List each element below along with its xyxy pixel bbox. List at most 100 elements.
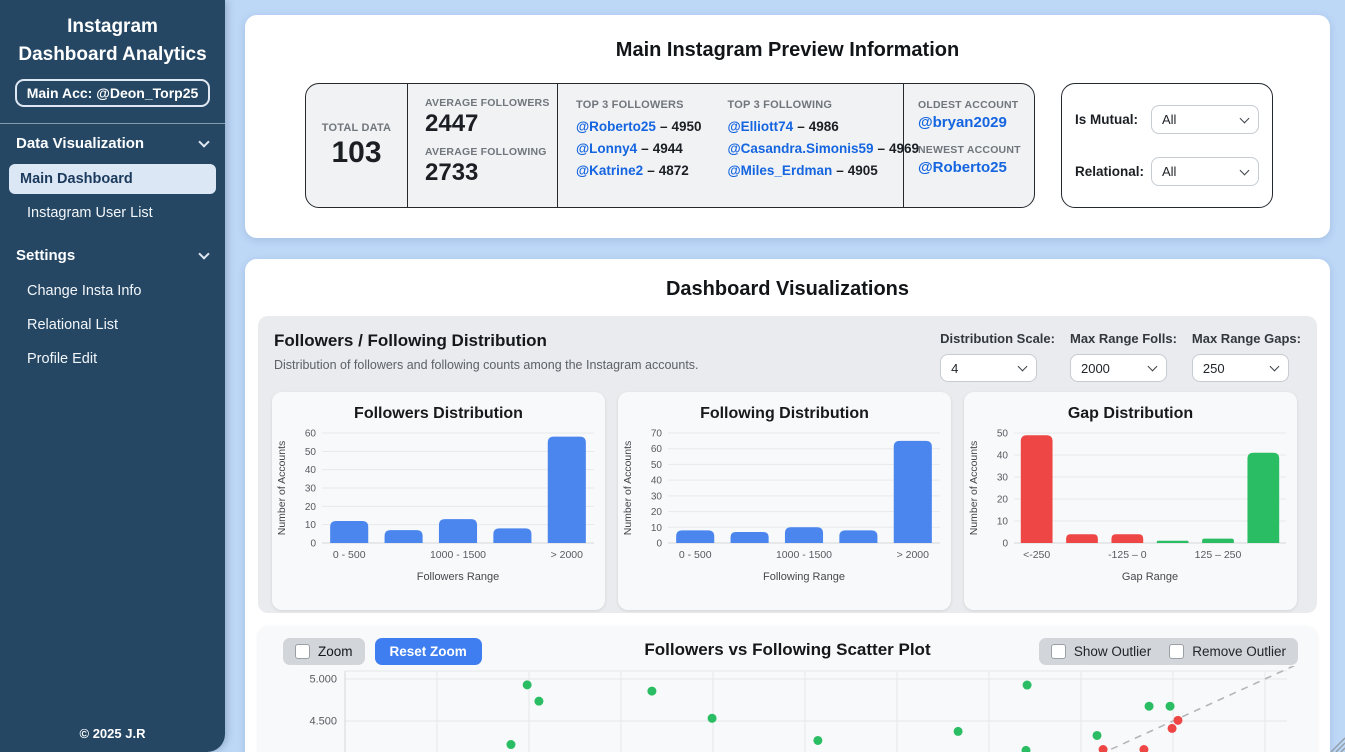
svg-text:30: 30 [997, 473, 1009, 484]
svg-text:0: 0 [656, 539, 662, 550]
stat-label: OLDEST ACCOUNT [918, 99, 1019, 111]
average-following-value: 2733 [425, 159, 479, 186]
username-link[interactable]: @Roberto25 [576, 119, 656, 134]
follower-count: 4950 [671, 119, 702, 134]
svg-text:40: 40 [305, 465, 317, 476]
list-item: @Lonny4–4944 [576, 141, 702, 156]
show-outlier-label: Show Outlier [1073, 644, 1152, 659]
remove-outlier-toggle[interactable]: Remove Outlier [1169, 644, 1286, 659]
svg-text:30: 30 [651, 491, 663, 502]
is-mutual-filter-row: Is Mutual: All [1075, 105, 1259, 134]
chevron-down-icon [198, 247, 210, 260]
newest-account-link[interactable]: @Roberto25 [918, 159, 1007, 176]
gap-bar-chart-canvas: 0 10 20 30 40 50 Number of Accounts <-250 -125 –… [968, 429, 1286, 583]
control-label: Distribution Scale: [940, 331, 1055, 346]
separator: – [836, 163, 844, 178]
averages-stat: AVERAGE FOLLOWERS 2447 AVERAGE FOLLOWING… [408, 84, 558, 207]
is-mutual-select[interactable]: All [1151, 105, 1259, 134]
main-account-badge: Main Acc: @Deon_Torp25 [14, 79, 211, 108]
relational-filter-row: Relational: All [1075, 157, 1259, 186]
distribution-header: Followers / Following Distribution Distr… [258, 316, 1317, 382]
top3-stat: TOP 3 FOLLOWERS @Roberto25–4950 @Lonny4–… [558, 84, 919, 207]
distribution-scale-select[interactable]: 4 [940, 354, 1038, 382]
svg-text:10: 10 [305, 520, 317, 531]
nav-section-settings[interactable]: Settings [0, 236, 225, 274]
sidebar-item-profile-edit[interactable]: Profile Edit [27, 351, 98, 368]
oldest-account-link[interactable]: @bryan2029 [918, 114, 1007, 131]
svg-text:0: 0 [310, 539, 316, 550]
svg-text:-125 – 0: -125 – 0 [1108, 549, 1147, 561]
resize-grip-icon[interactable] [1327, 734, 1345, 752]
control-label: Max Range Folls: [1069, 331, 1177, 346]
preview-title: Main Instagram Preview Information [615, 39, 960, 61]
reset-zoom-button[interactable]: Reset Zoom [374, 638, 482, 665]
list-item: @Katrine2–4872 [576, 163, 702, 178]
svg-text:Number of Accounts: Number of Accounts [622, 441, 634, 536]
remove-outlier-checkbox[interactable] [1169, 644, 1185, 659]
list-item: @Casandra.Simonis59–4969 [728, 141, 920, 156]
max-range-folls-select[interactable]: 2000 [1069, 354, 1167, 382]
followers-bar-chart-canvas: 0 10 20 30 40 50 60 Number of Accounts 0 - 500 10… [276, 429, 594, 583]
svg-text:0: 0 [1002, 539, 1008, 550]
top3-following-column: TOP 3 FOLLOWING @Elliott74–4986 @Casandr… [728, 99, 920, 207]
svg-text:1000 - 1500: 1000 - 1500 [430, 549, 486, 561]
filter-label: Is Mutual: [1075, 112, 1138, 127]
total-data-value: 103 [331, 135, 382, 169]
separator: – [877, 141, 885, 156]
following-distribution-chart: Following Distribution 0 10 20 30 40 50 60 70 Nu… [618, 392, 951, 610]
zoom-toggle[interactable]: Zoom [283, 638, 365, 665]
sidebar-item-change-insta-info[interactable]: Change Insta Info [27, 283, 142, 300]
svg-text:4.500: 4.500 [309, 716, 337, 728]
username-link[interactable]: @Lonny4 [576, 141, 638, 156]
svg-text:Number of Accounts: Number of Accounts [968, 441, 980, 536]
svg-text:> 2000: > 2000 [551, 549, 584, 561]
svg-text:20: 20 [997, 495, 1009, 506]
scatter-plot-canvas[interactable]: 5.000 4.500 [258, 666, 1317, 752]
username-link[interactable]: @Elliott74 [727, 119, 794, 134]
max-range-gaps-select[interactable]: 250 [1191, 354, 1289, 382]
stat-label: AVERAGE FOLLOWERS [425, 97, 550, 109]
svg-text:70: 70 [651, 429, 663, 440]
nav-section-label: Data Visualization [16, 135, 145, 153]
zoom-label: Zoom [318, 644, 353, 659]
separator: – [797, 119, 805, 134]
svg-text:0 - 500: 0 - 500 [679, 549, 712, 561]
chevron-down-icon [1239, 113, 1250, 123]
svg-text:10: 10 [651, 523, 663, 534]
distribution-heading: Followers / Following Distribution [274, 331, 547, 350]
username-link[interactable]: @Katrine2 [576, 163, 644, 178]
sidebar-item-main-dashboard[interactable]: Main Dashboard [9, 164, 216, 195]
stat-label: AVERAGE FOLLOWING [425, 146, 547, 158]
svg-text:50: 50 [305, 447, 317, 458]
gap-distribution-chart: Gap Distribution 0 10 20 30 40 50 Number of Ac… [964, 392, 1297, 610]
visualizations-title: Dashboard Visualizations [665, 278, 910, 300]
app-title-line2: Dashboard Analytics [18, 43, 207, 65]
filters-box: Is Mutual: All Relational: All [1061, 83, 1273, 208]
sidebar-item-relational-list[interactable]: Relational List [27, 317, 119, 334]
stat-label: TOP 3 FOLLOWING [727, 99, 833, 111]
svg-text:0 - 500: 0 - 500 [333, 549, 366, 561]
sidebar-item-instagram-user-list[interactable]: Instagram User List [27, 205, 153, 222]
svg-text:> 2000: > 2000 [897, 549, 930, 561]
chevron-down-icon [1269, 361, 1280, 372]
relational-select[interactable]: All [1151, 157, 1259, 186]
scatter-controls: Zoom Reset Zoom Followers vs Following S… [258, 626, 1317, 672]
list-item: @Miles_Erdman –4905 [728, 163, 920, 178]
chart-title: Gap Distribution [1067, 405, 1194, 422]
svg-text:20: 20 [305, 502, 317, 513]
username-link[interactable]: @Casandra.Simonis59 [727, 141, 874, 156]
username-link[interactable]: @Miles_Erdman [727, 163, 833, 178]
zoom-checkbox[interactable] [295, 644, 310, 659]
remove-outlier-label: Remove Outlier [1192, 644, 1286, 659]
separator: – [647, 163, 655, 178]
nav-section-data-visualization[interactable]: Data Visualization [0, 124, 225, 162]
account-age-stat: OLDEST ACCOUNT @bryan2029 NEWEST ACCOUNT… [904, 84, 1034, 207]
svg-text:5.000: 5.000 [309, 674, 337, 686]
svg-text:30: 30 [305, 484, 317, 495]
show-outlier-toggle[interactable]: Show Outlier [1050, 644, 1152, 659]
chart-title: Following Distribution [700, 405, 869, 422]
distribution-charts-row: Followers Distribution 0 10 20 30 40 50 60 Numb… [272, 392, 1297, 610]
selected-value: All [1162, 112, 1177, 127]
show-outlier-checkbox[interactable] [1050, 644, 1066, 659]
stat-label: TOP 3 FOLLOWERS [576, 99, 684, 111]
